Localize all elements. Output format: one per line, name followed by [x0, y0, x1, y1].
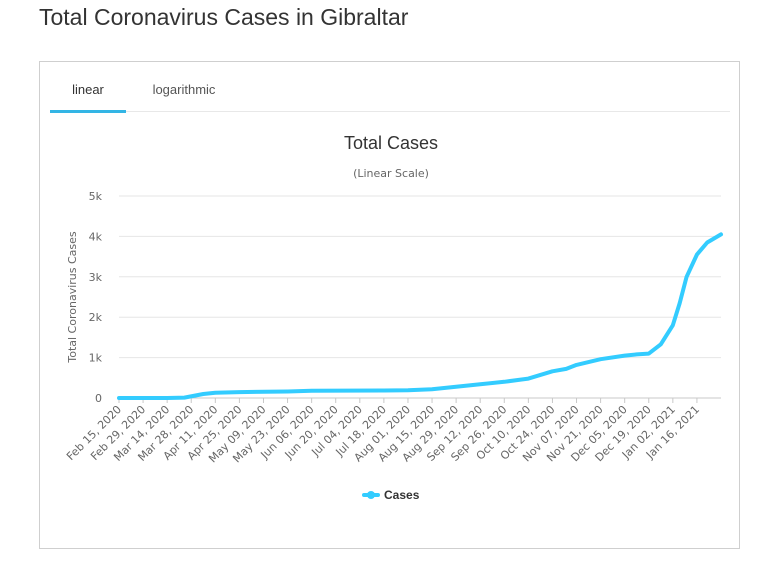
y-tick-label: 4k [89, 230, 103, 243]
legend-marker [367, 491, 375, 499]
y-tick-label: 3k [89, 271, 103, 284]
tab-linear[interactable]: linear [72, 82, 104, 97]
line-chart: Total Cases (Linear Scale) 0 1k 2k 3k 4k 5k T… [64, 133, 723, 502]
series-line-cases[interactable] [117, 232, 723, 400]
y-tick-label: 0 [95, 392, 102, 405]
chart-card: linear logarithmic Total Cases (Linear S… [39, 61, 740, 549]
page-title: Total Coronavirus Cases in Gibraltar [39, 4, 409, 30]
chart-subtitle: (Linear Scale) [353, 167, 429, 180]
legend-label-cases: Cases [384, 488, 420, 502]
series-layer [117, 232, 723, 400]
grid-lines [119, 195, 721, 399]
y-axis-label: Total Coronavirus Cases [66, 231, 79, 364]
active-tab-indicator [50, 110, 126, 113]
chart-title: Total Cases [344, 133, 438, 153]
legend[interactable]: Cases [362, 488, 420, 502]
tab-logarithmic[interactable]: logarithmic [152, 82, 216, 97]
y-tick-label: 5k [89, 190, 103, 203]
y-tick-label: 1k [89, 352, 103, 365]
y-tick-label: 2k [89, 311, 103, 324]
y-axis-ticks: 0 1k 2k 3k 4k 5k [89, 190, 103, 405]
scale-tabs: linear logarithmic [50, 62, 730, 113]
